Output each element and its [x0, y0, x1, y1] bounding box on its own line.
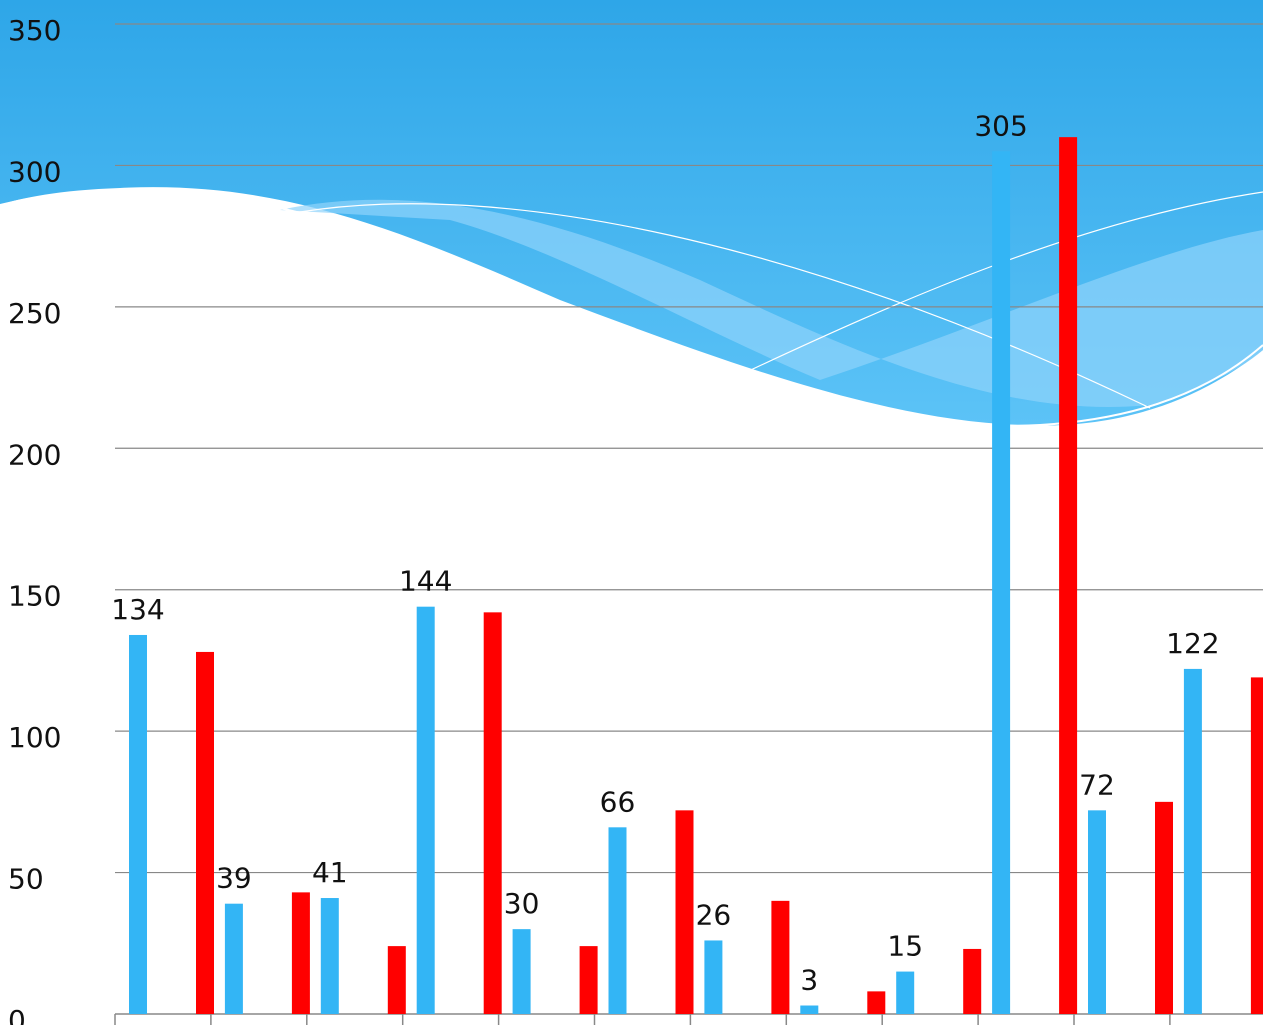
bar	[483, 612, 502, 1014]
bar	[675, 810, 694, 1014]
bar	[129, 634, 147, 1014]
bar	[320, 898, 339, 1014]
y-tick-label: 0	[8, 1004, 26, 1025]
bar	[608, 827, 627, 1014]
data-label: 122	[1166, 627, 1219, 660]
data-label: 66	[600, 785, 636, 818]
bar	[1088, 810, 1106, 1014]
bar	[771, 900, 790, 1014]
y-tick-label: 150	[8, 580, 61, 613]
bar	[800, 1005, 819, 1014]
data-label: 134	[111, 593, 164, 626]
data-label: 72	[1079, 768, 1115, 801]
bar	[1250, 677, 1263, 1014]
data-label: 144	[399, 565, 452, 598]
bar	[992, 151, 1011, 1015]
data-label: 3	[800, 964, 818, 997]
bar	[291, 892, 310, 1014]
data-label: 39	[216, 862, 252, 895]
bar	[387, 946, 406, 1014]
bar	[1059, 137, 1078, 1015]
y-tick-label: 50	[8, 863, 44, 896]
bar	[963, 948, 982, 1014]
data-label: 41	[312, 856, 348, 889]
bar	[416, 606, 435, 1014]
bar	[196, 651, 214, 1014]
bar	[867, 991, 886, 1014]
bar	[704, 940, 723, 1014]
bar	[579, 946, 598, 1014]
y-tick-label: 300	[8, 155, 61, 188]
bar	[896, 971, 915, 1014]
data-label: 30	[504, 887, 540, 920]
bar	[1183, 668, 1202, 1014]
y-tick-label: 350	[8, 14, 61, 47]
bar	[224, 903, 243, 1014]
y-tick-label: 250	[8, 297, 61, 330]
bar	[512, 929, 531, 1014]
y-tick-label: 100	[8, 721, 61, 754]
bar	[1155, 801, 1173, 1014]
data-label: 15	[887, 930, 923, 963]
y-tick-label: 200	[8, 438, 61, 471]
data-label: 305	[974, 109, 1027, 142]
data-label: 26	[696, 898, 732, 931]
